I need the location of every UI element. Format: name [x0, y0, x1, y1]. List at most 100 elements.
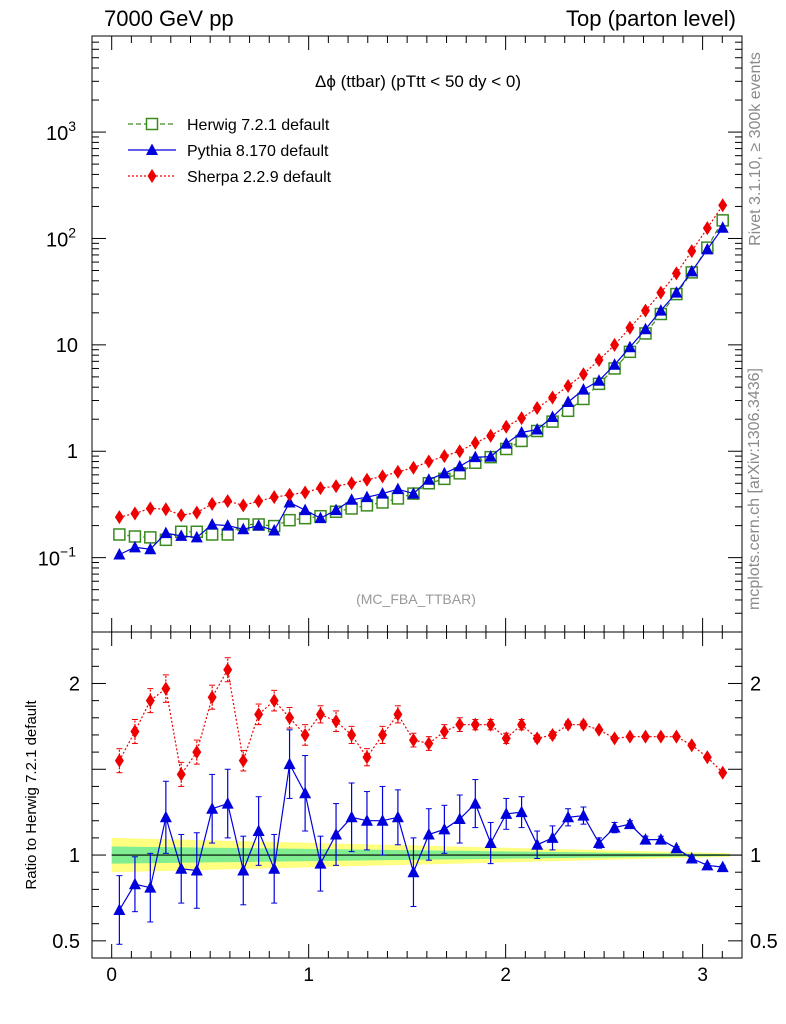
ratio-ylabel: Ratio to Herwig 7.2.1 default [23, 700, 40, 890]
pythia-ratio-point [391, 810, 404, 823]
sherpa-ratio-point [161, 681, 171, 696]
herwig-point [376, 496, 389, 509]
pythia-ratio-point [252, 824, 265, 837]
sherpa-ratio-point [656, 729, 666, 744]
sherpa-point [578, 367, 588, 382]
sherpa-point [640, 303, 650, 318]
pythia-point [685, 264, 698, 277]
ratio-y-tick-label-right: 2 [750, 673, 761, 695]
y-tick-label: 10−1 [38, 544, 76, 571]
sherpa-point [671, 266, 681, 281]
y-tick-label: 10 [56, 335, 78, 357]
pythia-point [330, 503, 343, 516]
pythia-point [221, 519, 234, 531]
sherpa-ratio-point [687, 738, 697, 753]
pythia-point [237, 522, 250, 535]
herwig-point [205, 528, 219, 541]
sherpa-ratio-point [192, 745, 202, 760]
ratio-y-tick-label: 1 [69, 845, 80, 867]
sherpa-point [486, 428, 496, 443]
pythia-point [593, 374, 605, 386]
pythia-ratio-point [562, 810, 575, 823]
pythia-point [716, 221, 729, 233]
pythia-legend-marker [146, 143, 158, 155]
pythia-ratio-point [701, 858, 714, 871]
sherpa-ratio-point [238, 753, 248, 768]
herwig-point [113, 528, 126, 541]
pythia-point [360, 490, 373, 503]
pythia-ratio-point [639, 833, 652, 845]
x-tick-label: 3 [697, 965, 708, 986]
sherpa-ratio-point [501, 731, 511, 746]
sherpa-point [145, 501, 155, 516]
pythia-point [654, 304, 667, 316]
pythia-ratio-point [438, 822, 451, 835]
herwig-legend-marker [145, 117, 159, 131]
sherpa-point [347, 476, 357, 491]
sherpa-line [119, 204, 724, 518]
sherpa-ratio-point [223, 662, 233, 677]
sherpa-ratio-point [610, 731, 620, 746]
pythia-ratio-point [113, 903, 126, 915]
pythia-ratio-point [716, 860, 729, 873]
sherpa-point [610, 337, 620, 352]
pythia-legend-label: Pythia 8.170 default [187, 143, 329, 160]
pythia-point [562, 395, 575, 408]
pythia-ratio-point [593, 836, 605, 849]
sherpa-point [176, 508, 186, 523]
y-tick-label: 102 [46, 224, 76, 251]
sherpa-ratio-point [625, 729, 635, 744]
header-left: 7000 GeV pp [104, 6, 234, 31]
sherpa-ratio-point [176, 767, 186, 782]
sherpa-point [625, 320, 635, 335]
herwig-point [283, 513, 296, 527]
sherpa-point [718, 198, 728, 213]
pythia-ratio-point [237, 863, 250, 876]
sherpa-ratio-point [594, 722, 604, 737]
pythia-point [159, 526, 172, 539]
sherpa-point [192, 505, 202, 520]
sherpa-point [702, 221, 712, 236]
sherpa-point [207, 496, 217, 511]
pythia-ratio-point [531, 838, 544, 850]
herwig-point [577, 392, 590, 406]
sherpa-ratio-point [378, 727, 388, 742]
pythia-ratio-point [407, 865, 420, 878]
pythia-ratio-point [190, 863, 203, 876]
pythia-ratio-point [670, 841, 683, 854]
sherpa-ratio-point [718, 765, 728, 780]
pythia-ratio-point [623, 817, 636, 830]
sherpa-ratio-point [130, 724, 140, 739]
pythia-point [453, 459, 466, 472]
sherpa-ratio-point [578, 717, 588, 732]
pythia-point [268, 523, 281, 536]
x-tick-label: 0 [106, 965, 117, 986]
pythia-ratio-point [608, 821, 621, 833]
ratio-plot-frame [91, 631, 743, 959]
sherpa-ratio-point [362, 750, 372, 765]
pythia-ratio-point [268, 862, 281, 874]
sherpa-ratio-point [114, 753, 124, 768]
pythia-ratio-point [469, 797, 482, 809]
sherpa-point [315, 481, 325, 496]
herwig-point [144, 531, 157, 544]
pythia-line [119, 227, 724, 556]
x-tick-label: 2 [500, 965, 511, 986]
sherpa-legend-label: Sherpa 2.2.9 default [187, 169, 332, 186]
sherpa-ratio-point [671, 729, 681, 744]
pythia-point [299, 503, 312, 516]
header-right: Top (parton level) [566, 6, 736, 31]
sherpa-point [223, 494, 233, 509]
pythia-ratio-line [118, 762, 723, 911]
pythia-point [577, 383, 590, 395]
sherpa-ratio-point [269, 693, 279, 708]
pythia-ratio-point [144, 881, 157, 893]
pythia-ratio-point [159, 810, 172, 823]
pythia-point [623, 340, 636, 353]
sherpa-ratio-point [563, 717, 573, 732]
pythia-ratio-point [422, 827, 435, 840]
pythia-ratio-point [314, 857, 327, 869]
ratio-y-tick-label-right: 1 [750, 845, 761, 867]
pythia-point [190, 530, 203, 543]
sherpa-point [501, 419, 511, 434]
